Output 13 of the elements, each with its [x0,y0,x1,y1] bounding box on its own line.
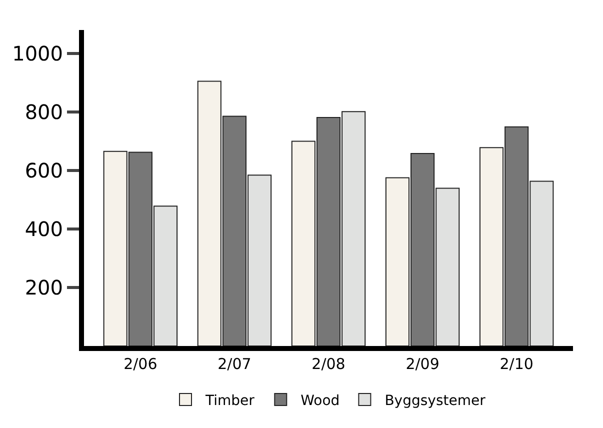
x-tick-label: 2/10 [500,355,534,373]
y-tick-label: 1000 [12,41,63,66]
y-tick-label: 400 [24,216,63,241]
legend-label: Wood [300,392,340,409]
y-tick-label: 200 [24,275,63,300]
x-tick-label: 2/06 [124,355,158,373]
legend-label: Byggsystemer [384,392,486,409]
x-tick-label: 2/07 [218,355,252,373]
x-tick-label: 2/08 [312,355,346,373]
y-tick-label: 600 [24,158,63,182]
legend-label: Timber [204,392,255,409]
y-tick-label: 800 [24,100,63,124]
x-tick-label: 2/09 [406,355,440,373]
